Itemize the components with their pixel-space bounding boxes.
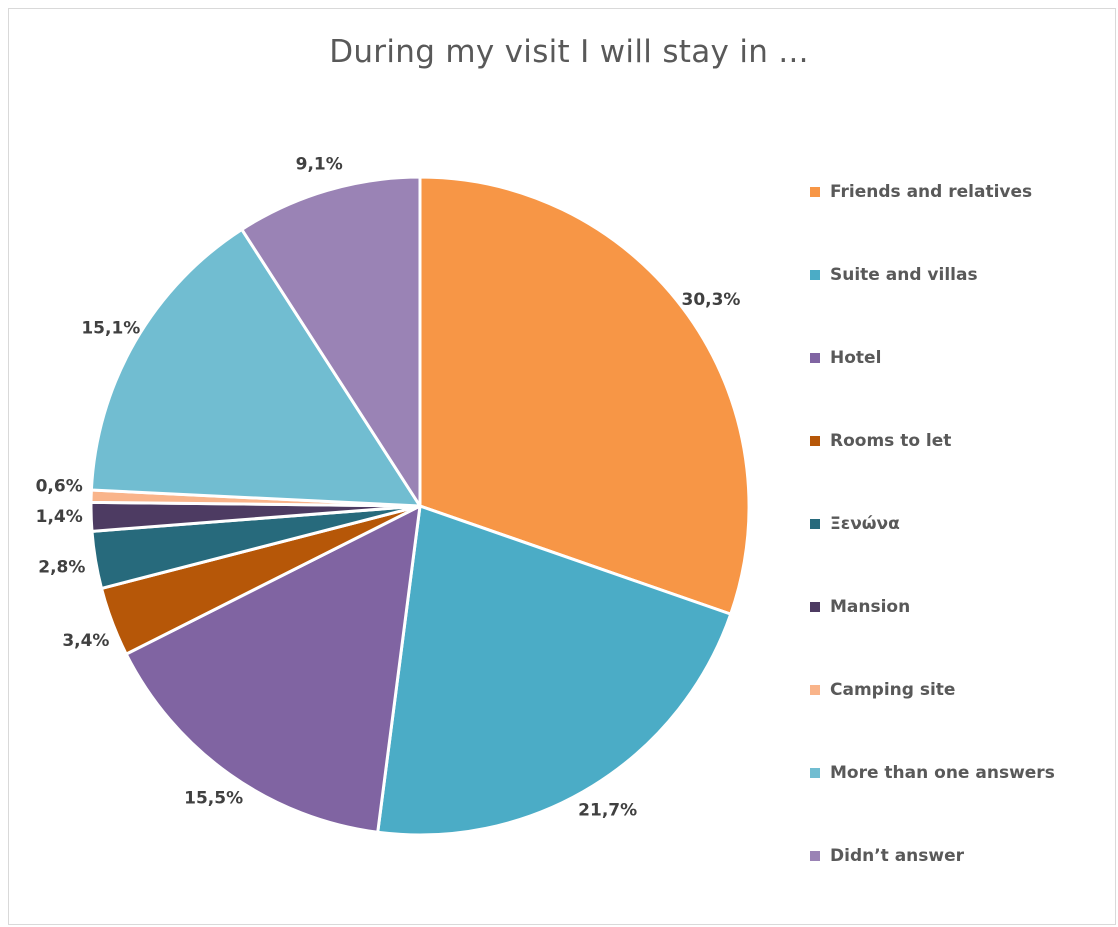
legend-item-3: Hotel [810,316,1055,399]
legend-swatch [810,518,820,529]
legend-item-8: More than one answers [810,731,1055,814]
legend-label: Camping site [830,679,956,700]
legend-swatch [810,352,820,363]
legend-item-2: Suite and villas [810,233,1055,316]
chart-title: During my visit I will stay in ... [329,34,809,70]
data-label-4: 3,4% [62,631,109,651]
data-label-9: 9,1% [296,155,343,175]
legend-item-5: Ξενώνα [810,482,1055,565]
data-label-1: 30,3% [681,290,740,310]
legend-swatch [810,767,820,778]
legend-label: Rooms to let [830,430,952,451]
legend-swatch [810,850,820,861]
legend: Friends and relatives Suite and villas Hot… [810,150,1055,897]
legend-swatch [810,601,820,612]
legend-swatch [810,684,820,695]
legend-swatch [810,269,820,280]
legend-label: Ξενώνα [830,513,900,534]
pie-slice-2 [376,504,733,837]
legend-label: More than one answers [830,762,1055,783]
data-label-2: 21,7% [578,801,637,821]
legend-label: Friends and relatives [830,181,1033,202]
pie-slice-9 [240,175,422,508]
legend-label: Suite and villas [830,264,978,285]
legend-item-7: Camping site [810,648,1055,731]
legend-item-1: Friends and relatives [810,150,1055,233]
data-label-8: 15,1% [81,319,140,339]
pie-slices [89,175,751,837]
legend-item-4: Rooms to let [810,399,1055,482]
legend-item-6: Mansion [810,565,1055,648]
legend-label: Mansion [830,596,911,617]
data-label-6: 1,4% [36,507,83,527]
pie-slice-1 [418,175,751,616]
data-label-5: 2,8% [38,558,85,578]
legend-label: Hotel [830,347,882,368]
legend-swatch [810,435,820,446]
data-label-7: 0,6% [36,476,83,496]
legend-swatch [810,186,820,197]
pie-slice-8 [89,227,422,508]
data-label-3: 15,5% [184,788,243,808]
pie-slice-3 [124,504,422,834]
legend-label: Didn’t answer [830,845,965,866]
legend-item-9: Didn’t answer [810,814,1055,897]
pie-data-labels: 30,3% 21,7% 15,5% 3,4% 2,8% 1,4% 0,6% 15,1% 9,1% [36,155,741,821]
